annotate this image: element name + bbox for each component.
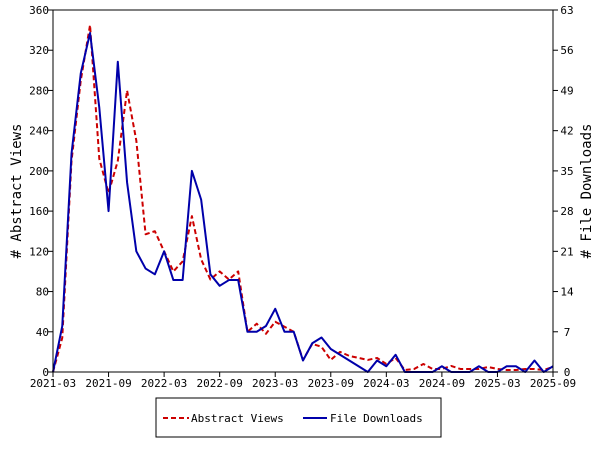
y-left-tick-label: 80 — [36, 286, 49, 299]
legend-box — [155, 397, 442, 438]
x-tick-label: 2024-09 — [419, 377, 465, 390]
x-tick-label: 2021-03 — [30, 377, 76, 390]
y-right-tick-label: 7 — [564, 326, 571, 339]
x-tick-label: 2023-03 — [252, 377, 298, 390]
x-tick-label: 2024-03 — [363, 377, 409, 390]
y-left-tick-label: 160 — [29, 205, 49, 218]
legend-label-abstract-views: Abstract Views — [191, 412, 284, 425]
series-line-file-downloads — [52, 31, 554, 373]
y-left-tick-label: 120 — [29, 245, 49, 258]
x-tick-label: 2025-09 — [530, 377, 576, 390]
y-right-tick-label: 28 — [560, 205, 573, 218]
y-left-tick-label: 360 — [29, 4, 49, 17]
y-left-tick-label: 0 — [42, 366, 49, 379]
y-axis-right-label: # File Downloads — [579, 124, 595, 259]
y-right-tick-label: 21 — [560, 245, 573, 258]
y-left-tick-label: 240 — [29, 125, 49, 138]
y-left-tick-label: 280 — [29, 84, 49, 97]
x-tick-label: 2022-09 — [196, 377, 242, 390]
series-line-abstract-views — [52, 24, 554, 373]
y-axis-left-label: # Abstract Views — [9, 124, 25, 259]
y-left-tick-label: 200 — [29, 165, 49, 178]
axis-ticks: 0 40 80 120 160 200 240 280 320 360 0 7 14 21 28 35 42 49… — [29, 4, 576, 390]
legend: Abstract Views File Downloads — [155, 397, 442, 438]
y-right-tick-label: 42 — [560, 125, 573, 138]
x-tick-label: 2025-03 — [474, 377, 520, 390]
x-tick-label: 2022-03 — [141, 377, 187, 390]
y-right-tick-label: 56 — [560, 44, 573, 57]
y-left-tick-label: 320 — [29, 44, 49, 57]
y-right-tick-label: 0 — [564, 366, 571, 379]
series-lines — [52, 24, 554, 373]
y-right-tick-label: 63 — [560, 4, 573, 17]
legend-label-file-downloads: File Downloads — [330, 412, 423, 425]
x-tick-label: 2021-09 — [85, 377, 131, 390]
y-left-tick-label: 40 — [36, 326, 49, 339]
plot-frame — [52, 9, 554, 373]
y-right-tick-label: 14 — [560, 286, 574, 299]
y-right-tick-label: 35 — [560, 165, 573, 178]
y-right-tick-label: 49 — [560, 84, 573, 97]
x-tick-label: 2023-09 — [308, 377, 354, 390]
